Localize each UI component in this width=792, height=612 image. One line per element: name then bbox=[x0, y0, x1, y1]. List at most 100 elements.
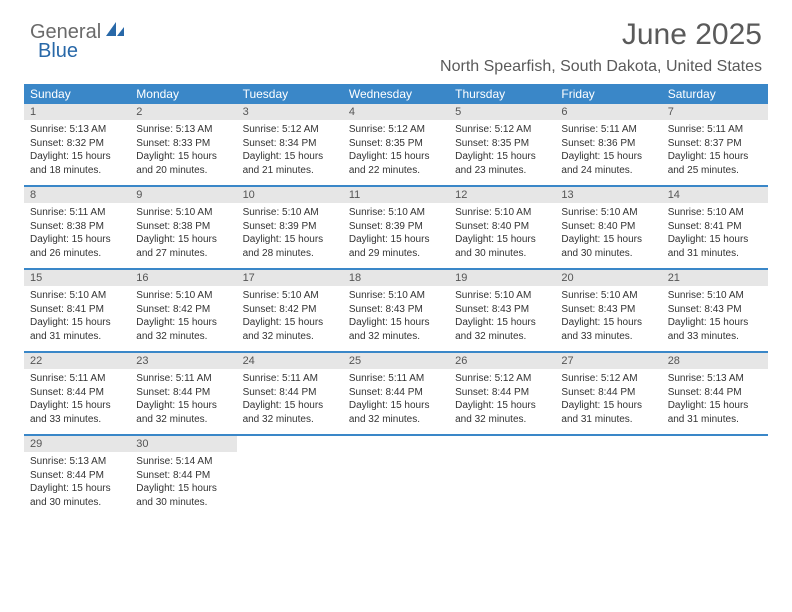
day-number: 6 bbox=[555, 104, 661, 120]
calendar-day-cell: 12Sunrise: 5:10 AMSunset: 8:40 PMDayligh… bbox=[449, 186, 555, 269]
day-header: Friday bbox=[555, 84, 661, 104]
day-details: Sunrise: 5:10 AMSunset: 8:39 PMDaylight:… bbox=[237, 203, 343, 268]
calendar-day-cell: 7Sunrise: 5:11 AMSunset: 8:37 PMDaylight… bbox=[662, 104, 768, 186]
day-number: 17 bbox=[237, 270, 343, 286]
day-details: Sunrise: 5:12 AMSunset: 8:35 PMDaylight:… bbox=[343, 120, 449, 185]
page-subtitle: North Spearfish, South Dakota, United St… bbox=[440, 58, 762, 76]
calendar-day-cell: 23Sunrise: 5:11 AMSunset: 8:44 PMDayligh… bbox=[130, 352, 236, 435]
calendar-week-row: 29Sunrise: 5:13 AMSunset: 8:44 PMDayligh… bbox=[24, 435, 768, 517]
day-header: Monday bbox=[130, 84, 236, 104]
day-number: 9 bbox=[130, 187, 236, 203]
calendar-week-row: 1Sunrise: 5:13 AMSunset: 8:32 PMDaylight… bbox=[24, 104, 768, 186]
day-details: Sunrise: 5:10 AMSunset: 8:42 PMDaylight:… bbox=[237, 286, 343, 351]
logo-text-2: Blue bbox=[38, 40, 78, 63]
calendar-day-cell: .. bbox=[449, 435, 555, 517]
day-number: 13 bbox=[555, 187, 661, 203]
day-number: 16 bbox=[130, 270, 236, 286]
calendar-week-row: 22Sunrise: 5:11 AMSunset: 8:44 PMDayligh… bbox=[24, 352, 768, 435]
calendar-table: Sunday Monday Tuesday Wednesday Thursday… bbox=[24, 84, 768, 517]
day-number: 30 bbox=[130, 436, 236, 452]
calendar-day-cell: 14Sunrise: 5:10 AMSunset: 8:41 PMDayligh… bbox=[662, 186, 768, 269]
calendar-week-row: 8Sunrise: 5:11 AMSunset: 8:38 PMDaylight… bbox=[24, 186, 768, 269]
calendar-day-cell: 11Sunrise: 5:10 AMSunset: 8:39 PMDayligh… bbox=[343, 186, 449, 269]
day-number: 15 bbox=[24, 270, 130, 286]
calendar-day-cell: .. bbox=[662, 435, 768, 517]
day-details: Sunrise: 5:10 AMSunset: 8:42 PMDaylight:… bbox=[130, 286, 236, 351]
day-header-row: Sunday Monday Tuesday Wednesday Thursday… bbox=[24, 84, 768, 104]
day-number: 29 bbox=[24, 436, 130, 452]
calendar-day-cell: 24Sunrise: 5:11 AMSunset: 8:44 PMDayligh… bbox=[237, 352, 343, 435]
day-number: 2 bbox=[130, 104, 236, 120]
day-details: Sunrise: 5:10 AMSunset: 8:43 PMDaylight:… bbox=[555, 286, 661, 351]
day-number: 28 bbox=[662, 353, 768, 369]
calendar-day-cell: 3Sunrise: 5:12 AMSunset: 8:34 PMDaylight… bbox=[237, 104, 343, 186]
calendar-day-cell: 27Sunrise: 5:12 AMSunset: 8:44 PMDayligh… bbox=[555, 352, 661, 435]
day-number: 7 bbox=[662, 104, 768, 120]
day-number: 26 bbox=[449, 353, 555, 369]
calendar-day-cell: 6Sunrise: 5:11 AMSunset: 8:36 PMDaylight… bbox=[555, 104, 661, 186]
day-details: Sunrise: 5:10 AMSunset: 8:43 PMDaylight:… bbox=[343, 286, 449, 351]
calendar-day-cell: 15Sunrise: 5:10 AMSunset: 8:41 PMDayligh… bbox=[24, 269, 130, 352]
calendar-day-cell: 30Sunrise: 5:14 AMSunset: 8:44 PMDayligh… bbox=[130, 435, 236, 517]
day-number: 27 bbox=[555, 353, 661, 369]
day-details: Sunrise: 5:11 AMSunset: 8:37 PMDaylight:… bbox=[662, 120, 768, 185]
day-details: Sunrise: 5:10 AMSunset: 8:40 PMDaylight:… bbox=[555, 203, 661, 268]
calendar-day-cell: 21Sunrise: 5:10 AMSunset: 8:43 PMDayligh… bbox=[662, 269, 768, 352]
day-number: 22 bbox=[24, 353, 130, 369]
calendar-day-cell: 29Sunrise: 5:13 AMSunset: 8:44 PMDayligh… bbox=[24, 435, 130, 517]
day-number: 11 bbox=[343, 187, 449, 203]
calendar-day-cell: 22Sunrise: 5:11 AMSunset: 8:44 PMDayligh… bbox=[24, 352, 130, 435]
calendar-day-cell: 17Sunrise: 5:10 AMSunset: 8:42 PMDayligh… bbox=[237, 269, 343, 352]
day-details: Sunrise: 5:11 AMSunset: 8:44 PMDaylight:… bbox=[24, 369, 130, 434]
day-details: Sunrise: 5:13 AMSunset: 8:44 PMDaylight:… bbox=[662, 369, 768, 434]
calendar-day-cell: 1Sunrise: 5:13 AMSunset: 8:32 PMDaylight… bbox=[24, 104, 130, 186]
day-number: 23 bbox=[130, 353, 236, 369]
day-number: 10 bbox=[237, 187, 343, 203]
day-number: 12 bbox=[449, 187, 555, 203]
day-number: 14 bbox=[662, 187, 768, 203]
calendar-day-cell: 16Sunrise: 5:10 AMSunset: 8:42 PMDayligh… bbox=[130, 269, 236, 352]
calendar-day-cell: 4Sunrise: 5:12 AMSunset: 8:35 PMDaylight… bbox=[343, 104, 449, 186]
calendar-day-cell: 19Sunrise: 5:10 AMSunset: 8:43 PMDayligh… bbox=[449, 269, 555, 352]
day-details: Sunrise: 5:10 AMSunset: 8:41 PMDaylight:… bbox=[24, 286, 130, 351]
day-header: Thursday bbox=[449, 84, 555, 104]
day-header: Saturday bbox=[662, 84, 768, 104]
day-header: Wednesday bbox=[343, 84, 449, 104]
day-number: 1 bbox=[24, 104, 130, 120]
day-details: Sunrise: 5:10 AMSunset: 8:43 PMDaylight:… bbox=[662, 286, 768, 351]
calendar-day-cell: 10Sunrise: 5:10 AMSunset: 8:39 PMDayligh… bbox=[237, 186, 343, 269]
day-details: Sunrise: 5:10 AMSunset: 8:41 PMDaylight:… bbox=[662, 203, 768, 268]
day-details: Sunrise: 5:12 AMSunset: 8:34 PMDaylight:… bbox=[237, 120, 343, 185]
calendar-day-cell: .. bbox=[555, 435, 661, 517]
day-number: 19 bbox=[449, 270, 555, 286]
day-details: Sunrise: 5:12 AMSunset: 8:35 PMDaylight:… bbox=[449, 120, 555, 185]
calendar-day-cell: .. bbox=[343, 435, 449, 517]
logo-sail-icon bbox=[104, 20, 126, 44]
day-number: 18 bbox=[343, 270, 449, 286]
calendar-day-cell: 26Sunrise: 5:12 AMSunset: 8:44 PMDayligh… bbox=[449, 352, 555, 435]
day-details: Sunrise: 5:13 AMSunset: 8:32 PMDaylight:… bbox=[24, 120, 130, 185]
calendar-day-cell: 2Sunrise: 5:13 AMSunset: 8:33 PMDaylight… bbox=[130, 104, 236, 186]
calendar-day-cell: 5Sunrise: 5:12 AMSunset: 8:35 PMDaylight… bbox=[449, 104, 555, 186]
calendar-day-cell: 13Sunrise: 5:10 AMSunset: 8:40 PMDayligh… bbox=[555, 186, 661, 269]
calendar-day-cell: 25Sunrise: 5:11 AMSunset: 8:44 PMDayligh… bbox=[343, 352, 449, 435]
day-number: 8 bbox=[24, 187, 130, 203]
day-details: Sunrise: 5:13 AMSunset: 8:44 PMDaylight:… bbox=[24, 452, 130, 517]
day-details: Sunrise: 5:12 AMSunset: 8:44 PMDaylight:… bbox=[555, 369, 661, 434]
day-details: Sunrise: 5:13 AMSunset: 8:33 PMDaylight:… bbox=[130, 120, 236, 185]
day-details: Sunrise: 5:11 AMSunset: 8:44 PMDaylight:… bbox=[130, 369, 236, 434]
day-details: Sunrise: 5:11 AMSunset: 8:36 PMDaylight:… bbox=[555, 120, 661, 185]
day-number: 5 bbox=[449, 104, 555, 120]
calendar-day-cell: 8Sunrise: 5:11 AMSunset: 8:38 PMDaylight… bbox=[24, 186, 130, 269]
day-details: Sunrise: 5:14 AMSunset: 8:44 PMDaylight:… bbox=[130, 452, 236, 517]
day-number: 3 bbox=[237, 104, 343, 120]
calendar-day-cell: 20Sunrise: 5:10 AMSunset: 8:43 PMDayligh… bbox=[555, 269, 661, 352]
day-details: Sunrise: 5:11 AMSunset: 8:44 PMDaylight:… bbox=[237, 369, 343, 434]
day-details: Sunrise: 5:10 AMSunset: 8:43 PMDaylight:… bbox=[449, 286, 555, 351]
day-details: Sunrise: 5:10 AMSunset: 8:39 PMDaylight:… bbox=[343, 203, 449, 268]
day-details: Sunrise: 5:11 AMSunset: 8:44 PMDaylight:… bbox=[343, 369, 449, 434]
day-number: 4 bbox=[343, 104, 449, 120]
day-number: 25 bbox=[343, 353, 449, 369]
calendar-day-cell: 28Sunrise: 5:13 AMSunset: 8:44 PMDayligh… bbox=[662, 352, 768, 435]
day-number: 21 bbox=[662, 270, 768, 286]
